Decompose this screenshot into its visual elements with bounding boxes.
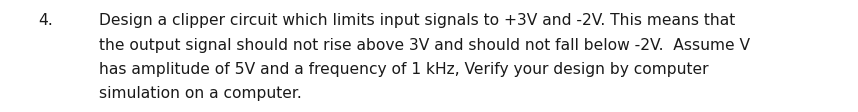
- Text: simulation on a computer.: simulation on a computer.: [99, 86, 301, 101]
- Text: Design a clipper circuit which limits input signals to +3V and -2V. This means t: Design a clipper circuit which limits in…: [99, 13, 735, 28]
- Text: 4.: 4.: [39, 13, 53, 28]
- Text: the output signal should not rise above 3V and should not fall below -2V.  Assum: the output signal should not rise above …: [99, 38, 750, 53]
- Text: has amplitude of 5V and a frequency of 1 kHz, Verify your design by computer: has amplitude of 5V and a frequency of 1…: [99, 62, 708, 77]
